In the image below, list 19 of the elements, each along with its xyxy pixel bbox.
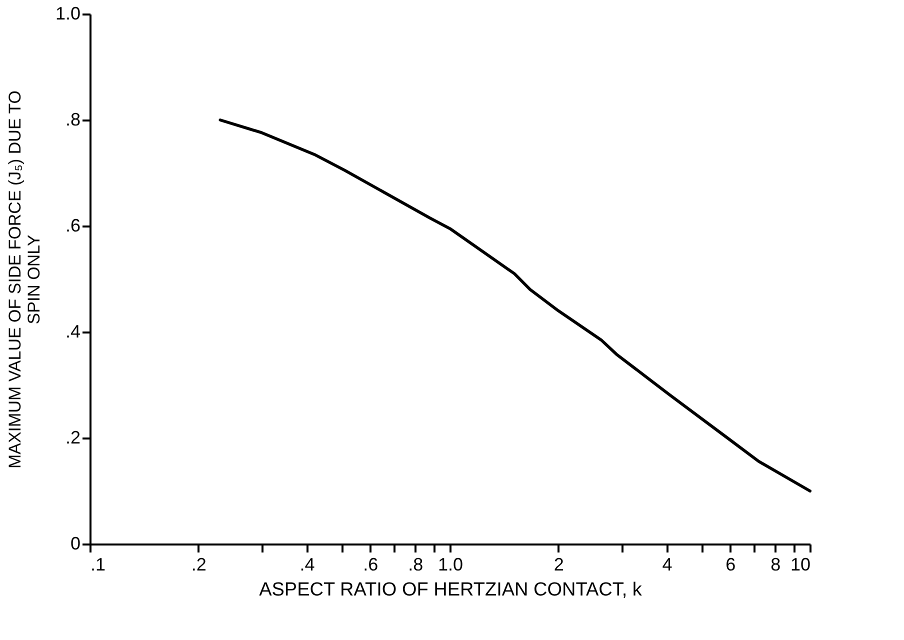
- y-tick-label: .8: [65, 110, 80, 130]
- x-tick-label: .1: [90, 554, 106, 574]
- x-tick-label: 8: [770, 554, 781, 574]
- x-tick-label: 10: [790, 554, 810, 574]
- y-tick-label: .2: [65, 428, 80, 448]
- x-tick-label: .4: [300, 554, 315, 574]
- y-tick-label: 0: [70, 534, 80, 554]
- x-tick-label: 1.0: [438, 554, 464, 574]
- x-tick-label: 4: [662, 554, 672, 574]
- y-tick-label: .4: [65, 322, 80, 342]
- y-tick-label: 1.0: [55, 4, 80, 24]
- x-tick-label: .8: [408, 554, 424, 574]
- x-axis-title: ASPECT RATIO OF HERTZIAN CONTACT, k: [259, 580, 642, 600]
- x-tick-label: .6: [363, 554, 378, 574]
- y-axis-title: MAXIMUM VALUE OF SIDE FORCE (J₅) DUE TO SPIN ONLY: [5, 90, 44, 469]
- x-tick-label: 2: [554, 554, 564, 574]
- x-tick-label: .2: [191, 554, 206, 574]
- y-tick-label: .6: [65, 216, 80, 236]
- x-tick-label: 6: [726, 554, 736, 574]
